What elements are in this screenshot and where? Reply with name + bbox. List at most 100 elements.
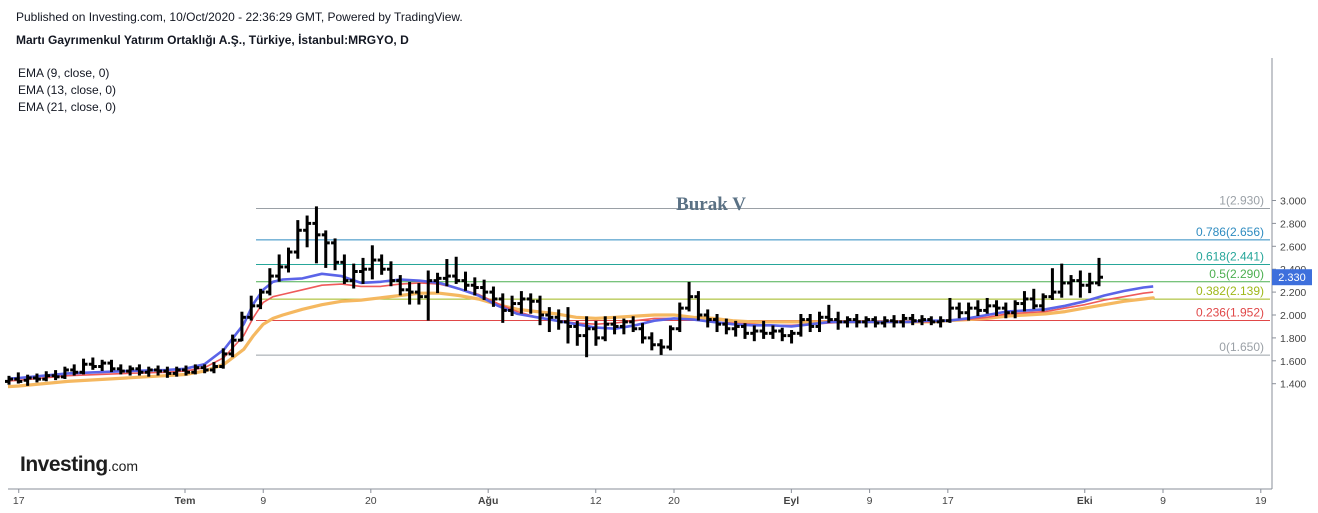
ohlc-bar <box>1039 293 1048 312</box>
ohlc-bar <box>713 314 722 333</box>
logo-brand: Investing <box>20 453 108 476</box>
ohlc-bar <box>116 364 125 375</box>
ohlc-bar <box>88 357 97 370</box>
ohlc-bar <box>573 320 582 346</box>
ohlc-bar <box>750 325 759 342</box>
ohlc-bar <box>247 295 256 321</box>
ohlc-bar <box>498 293 507 323</box>
current-price-badge <box>1272 269 1312 286</box>
x-tick-label: 20 <box>668 495 680 507</box>
ohlc-bar <box>461 271 470 291</box>
ohlc-bar <box>228 334 237 358</box>
y-tick-label: 3.000 <box>1280 196 1306 208</box>
ohlc-bar <box>405 281 414 305</box>
ohlc-bar <box>470 277 479 296</box>
ohlc-bar <box>694 291 703 321</box>
ohlc-bar <box>815 311 824 333</box>
ohlc-bar <box>107 359 116 373</box>
ohlc-bar <box>79 358 88 375</box>
ohlc-bar <box>424 270 433 321</box>
ohlc-bar <box>666 325 675 351</box>
ohlc-bar <box>1011 300 1020 319</box>
ohlc-bar <box>508 295 517 316</box>
ohlc-bar <box>14 372 23 384</box>
fib-label-0: 0(1.650) <box>1219 340 1264 354</box>
ohlc-bar <box>973 300 982 316</box>
ohlc-bar <box>983 297 992 314</box>
legend-ema-9[interactable]: EMA (9, close, 0) <box>18 66 110 80</box>
fib-label-0-382: 0.382(2.139) <box>1196 284 1264 298</box>
ohlc-bar <box>563 307 572 344</box>
ohlc-bar <box>526 293 535 314</box>
ohlc-bar <box>359 257 368 284</box>
ohlc-bar <box>349 263 358 289</box>
ohlc-bar <box>1057 263 1066 298</box>
y-tick-label: 2.800 <box>1280 218 1306 230</box>
ohlc-bar <box>442 259 451 287</box>
x-tick-label: 9 <box>260 495 266 507</box>
ohlc-bar <box>731 320 740 337</box>
ohlc-bar <box>740 323 749 339</box>
ohlc-bar <box>303 215 312 248</box>
x-tick-label: 12 <box>590 495 602 507</box>
ohlc-bar <box>265 268 274 296</box>
y-tick-label: 2.000 <box>1280 310 1306 322</box>
x-tick-label: 9 <box>1160 495 1166 507</box>
ohlc-bar <box>284 247 293 273</box>
ohlc-bar <box>42 371 51 382</box>
ohlc-bar <box>209 362 218 374</box>
ohlc-bar <box>890 315 899 328</box>
ohlc-bar <box>126 365 135 376</box>
ohlc-bar <box>452 256 461 284</box>
ohlc-bar <box>386 261 395 287</box>
ohlc-bar <box>1067 275 1076 296</box>
ohlc-bar <box>871 316 880 328</box>
ohlc-bar <box>862 316 871 328</box>
ohlc-bar <box>1001 302 1010 319</box>
y-tick-label: 2.600 <box>1280 241 1306 253</box>
ohlc-bar <box>675 302 684 333</box>
ohlc-bar <box>433 272 442 294</box>
ohlc-bar <box>657 339 666 355</box>
ohlc-bar <box>172 366 181 377</box>
ohlc-bar <box>1048 268 1057 300</box>
ohlc-bar <box>955 302 964 319</box>
fib-label-0-236: 0.236(1.952) <box>1196 305 1264 319</box>
ohlc-bar <box>293 220 302 259</box>
x-tick-label: 20 <box>365 495 377 507</box>
ohlc-bar <box>685 281 694 312</box>
ohlc-bar <box>340 254 349 284</box>
ohlc-bar <box>591 320 600 346</box>
ohlc-bar <box>536 295 545 326</box>
ohlc-bar <box>1029 288 1038 310</box>
ohlc-bar <box>517 291 526 314</box>
ohlc-bar <box>135 364 144 376</box>
ohlc-bar <box>619 318 628 335</box>
fib-label-1: 1(2.930) <box>1219 194 1264 208</box>
legend-ema-13[interactable]: EMA (13, close, 0) <box>18 83 117 97</box>
ohlc-bar <box>647 332 656 351</box>
ohlc-bar <box>368 245 377 280</box>
ohlc-bar <box>778 327 787 342</box>
ohlc-bar <box>843 316 852 328</box>
ohlc-bar <box>806 314 815 333</box>
legend-ema-21[interactable]: EMA (21, close, 0) <box>18 100 117 114</box>
y-tick-label: 1.600 <box>1280 356 1306 368</box>
ohlc-bar <box>489 286 498 307</box>
ohlc-bar <box>331 238 340 271</box>
ohlc-bar <box>992 300 1001 316</box>
ohlc-bar <box>480 279 489 300</box>
ohlc-bar <box>98 359 107 371</box>
ohlc-bar <box>601 316 610 342</box>
ohlc-bar <box>917 315 926 326</box>
ohlc-bar <box>163 366 172 378</box>
ohlc-bar <box>768 325 777 339</box>
ohlc-bar <box>154 365 163 376</box>
ohlc-bar <box>377 254 386 275</box>
ohlc-bar <box>824 304 833 323</box>
ohlc-bar <box>51 370 60 381</box>
ohlc-bar <box>629 316 638 333</box>
fib-label-0-618: 0.618(2.441) <box>1196 250 1264 264</box>
x-tick-label: 17 <box>13 495 25 507</box>
